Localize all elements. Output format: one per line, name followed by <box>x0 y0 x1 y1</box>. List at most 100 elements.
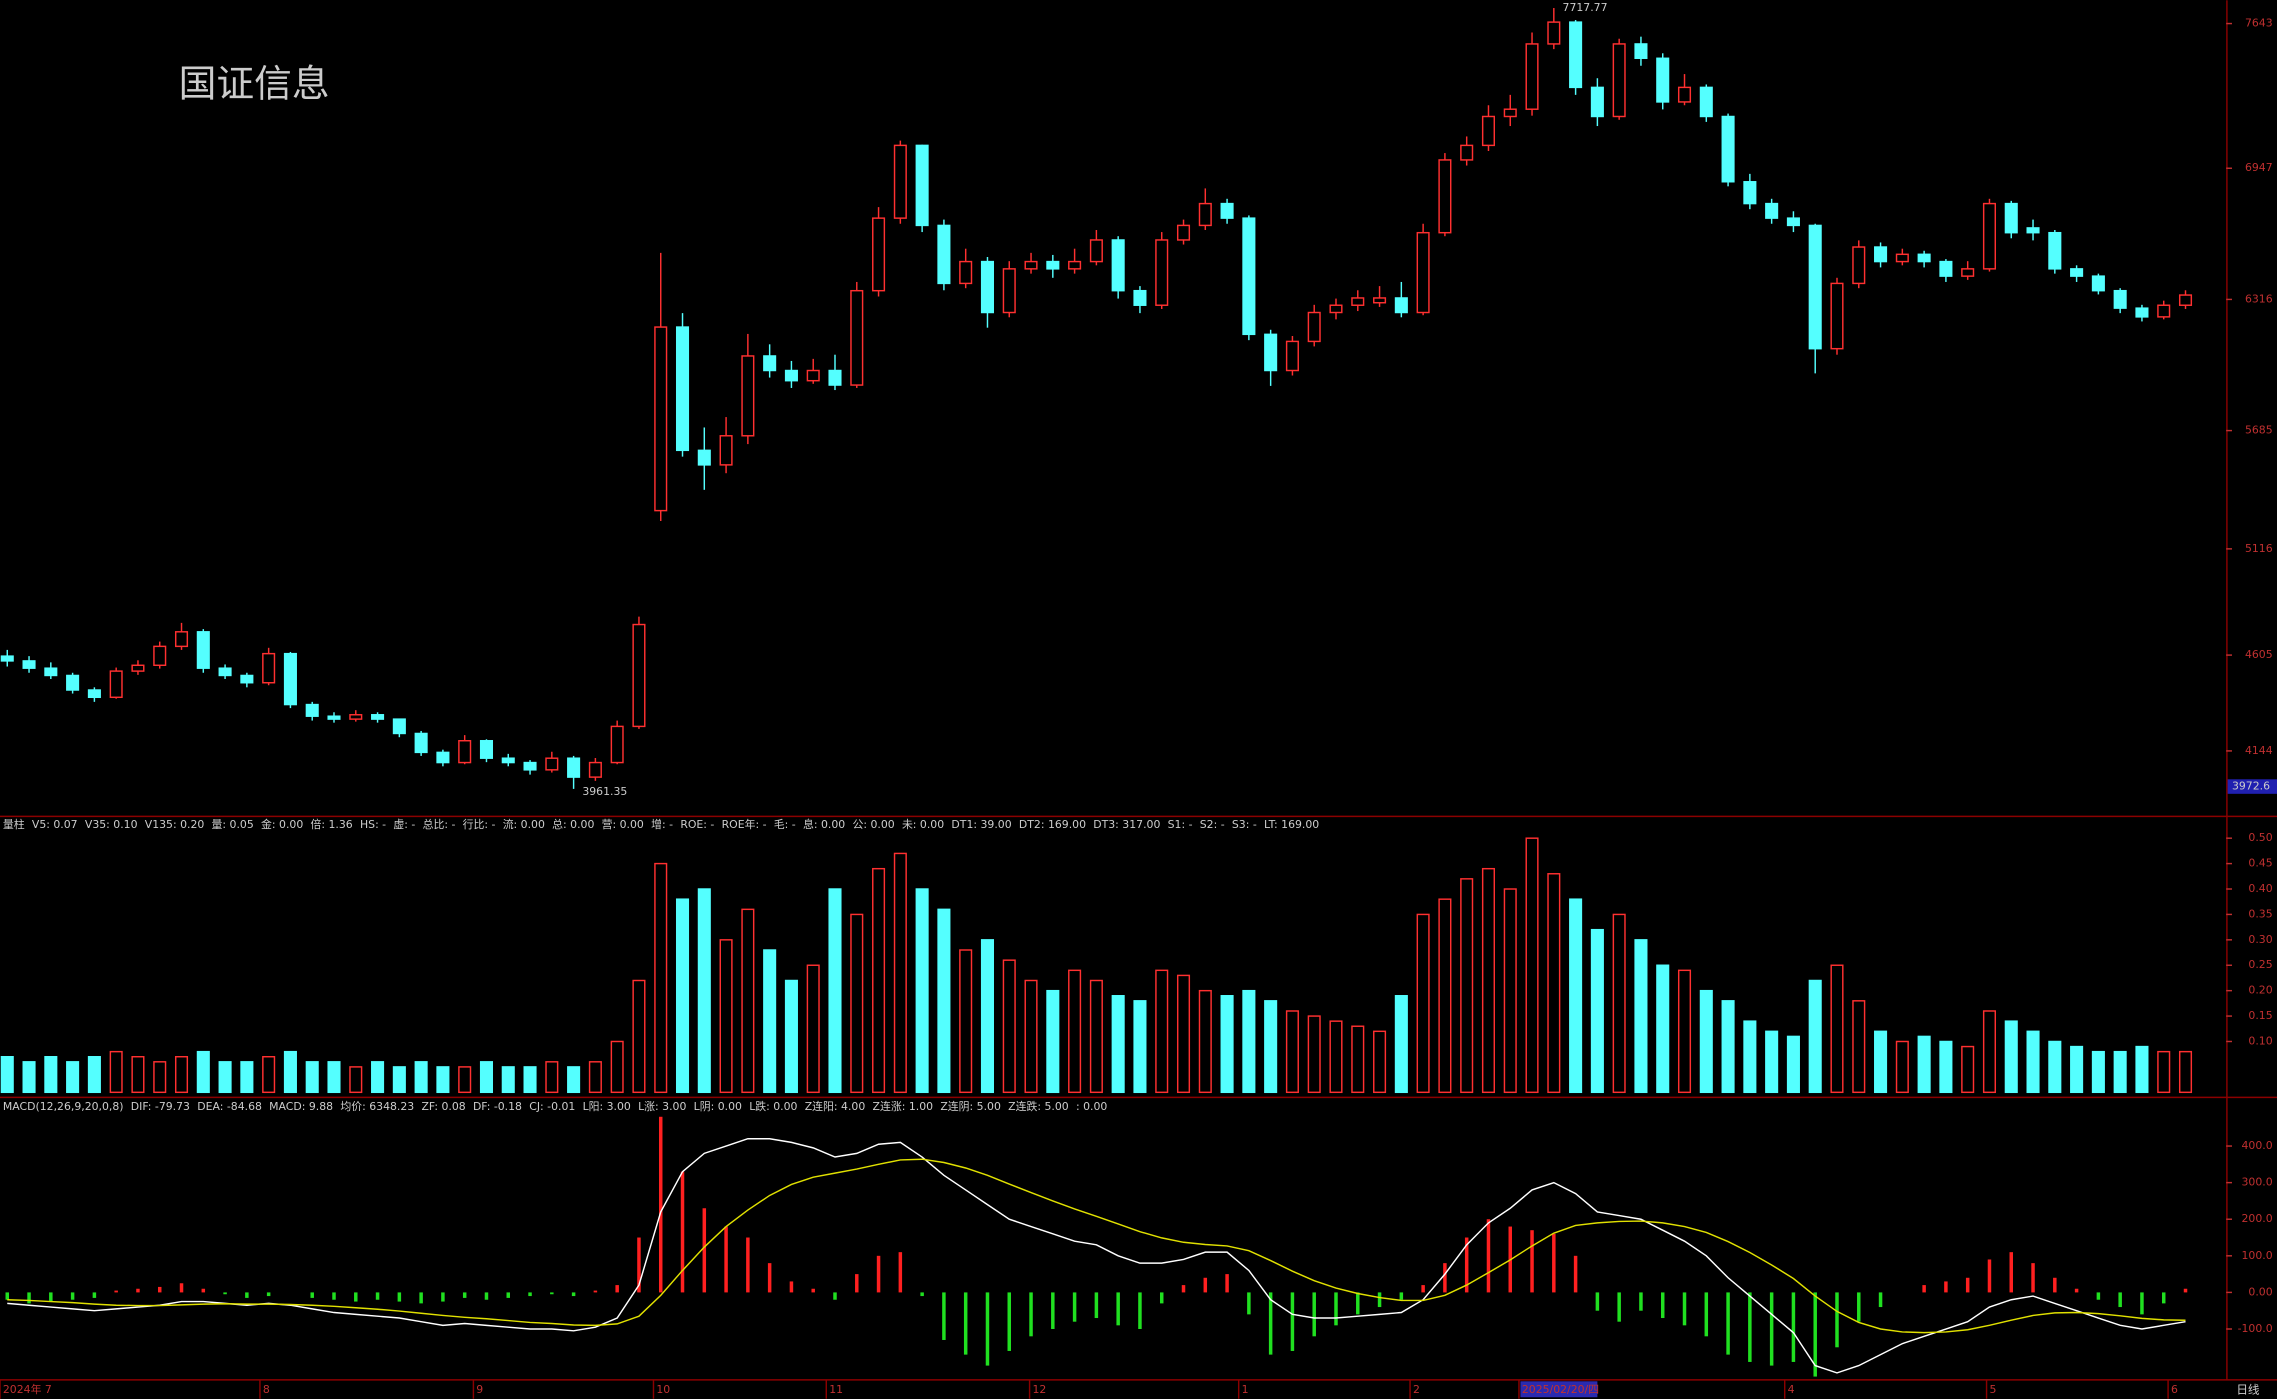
y-tick-label: 6947 <box>2245 161 2273 174</box>
volume-bar <box>1721 1000 1735 1094</box>
volume-bar <box>392 1066 406 1094</box>
indicator-header: 均价: 6348.23 <box>340 1100 414 1113</box>
volume-bar <box>850 913 864 1094</box>
volume-bar <box>479 1061 494 1094</box>
macd-bar <box>114 1290 118 1293</box>
volume-bar <box>588 1061 602 1094</box>
current-price-label: 3972.6 <box>2232 780 2270 793</box>
candle-body <box>436 751 450 764</box>
volume-bar <box>806 964 820 1094</box>
volume-bar <box>240 1061 254 1094</box>
macd-bar <box>1639 1292 1643 1311</box>
indicator-header: Z连阴: 5.00 <box>940 1100 1001 1113</box>
volume-bar <box>719 939 733 1094</box>
volume-bar <box>1176 974 1191 1094</box>
indicator-header: 未: 0.00 <box>902 818 944 831</box>
indicator-header: DT1: 39.00 <box>951 818 1011 831</box>
volume-bar <box>1874 1030 1888 1094</box>
candle-body <box>2135 307 2149 318</box>
macd-bar <box>2031 1263 2035 1293</box>
macd-bar <box>1290 1292 1295 1351</box>
candle-body <box>1939 260 1953 277</box>
volume-bar <box>22 1061 36 1094</box>
macd-bar <box>1247 1292 1251 1315</box>
macd-bar <box>876 1255 881 1293</box>
macd-bar <box>593 1290 598 1293</box>
candle-body <box>1111 239 1125 292</box>
volume-bar <box>131 1056 145 1094</box>
indicator-header: : 0.00 <box>1076 1100 1107 1113</box>
y-tick-label: 4605 <box>2245 648 2273 661</box>
indicator-header: 量柱 <box>3 817 25 831</box>
y-tick-label: 6316 <box>2245 292 2273 305</box>
candle-body <box>1089 239 1103 263</box>
volume-bar <box>196 1050 210 1094</box>
candle-body <box>0 655 14 662</box>
volume-bar <box>349 1066 363 1094</box>
macd-bar <box>920 1292 924 1297</box>
volume-bar <box>675 898 690 1094</box>
volume-bar <box>1024 979 1038 1094</box>
candle-body <box>1699 86 1713 118</box>
candle-body <box>1612 43 1626 118</box>
indicator-header: 毛: - <box>774 818 796 831</box>
indicator-header: Z连跌: 5.00 <box>1008 1099 1069 1113</box>
candle-body <box>893 144 907 219</box>
volume-bar <box>1699 989 1713 1094</box>
macd-bar <box>419 1292 423 1304</box>
macd-bar <box>1682 1292 1687 1326</box>
macd-bar <box>1617 1292 1621 1322</box>
macd-bar <box>1791 1292 1796 1362</box>
volume-bar <box>1590 928 1604 1094</box>
volume-bar <box>1634 939 1648 1094</box>
volume-bar <box>1111 995 1125 1094</box>
volume-bar <box>1677 969 1692 1094</box>
macd-bar <box>1944 1281 1948 1293</box>
min-annotation: 3961.35 <box>582 785 627 798</box>
y-tick-label: 5116 <box>2245 542 2273 555</box>
date-highlight <box>1520 1381 1598 1398</box>
volume-bar <box>1285 1010 1299 1094</box>
macd-bar <box>1399 1292 1404 1300</box>
volume-bar <box>872 867 886 1094</box>
chart-title: 国证信息 <box>179 61 330 105</box>
macd-bar <box>70 1292 75 1300</box>
indicator-header: S2: - <box>1200 818 1225 831</box>
candle-body <box>545 757 559 771</box>
indicator-header: ZF: 0.08 <box>421 1100 465 1113</box>
candle-body <box>1176 224 1191 241</box>
candle-body <box>1307 311 1321 343</box>
macd-bar <box>1051 1292 1055 1330</box>
macd-bar <box>5 1292 10 1300</box>
candle-body <box>44 667 58 677</box>
x-tick-label: 1 <box>1242 1383 1249 1396</box>
indicator-header: V135: 0.20 <box>145 818 205 831</box>
candle-body <box>1416 231 1430 314</box>
candle-body <box>828 369 842 386</box>
macd-bar <box>1072 1292 1077 1322</box>
candle-body <box>937 224 951 285</box>
macd-bar <box>223 1292 227 1295</box>
candle-body <box>218 667 232 677</box>
volume-bar <box>305 1061 319 1094</box>
indicator-header: V5: 0.07 <box>32 818 78 831</box>
indicator-header: S1: - <box>1168 818 1193 831</box>
y-tick-label: 0.50 <box>2248 831 2272 844</box>
volume-bar <box>784 979 798 1094</box>
volume-bar <box>1155 969 1169 1094</box>
y-tick-label: 0.45 <box>2248 857 2272 870</box>
candle-body <box>1394 297 1408 314</box>
macd-bar <box>1116 1292 1120 1326</box>
volume-bar <box>654 862 668 1094</box>
candle-body <box>2157 304 2171 318</box>
x-tick-label: 11 <box>829 1383 843 1396</box>
candle-body <box>1024 260 1038 270</box>
macd-bar <box>1704 1292 1709 1337</box>
candle-body <box>2091 275 2105 292</box>
macd-bar <box>1835 1292 1839 1348</box>
candle-body <box>1155 239 1169 306</box>
candle-body <box>959 260 973 285</box>
macd-bar <box>1464 1237 1469 1293</box>
x-tick-label: 2024年 7 <box>3 1382 52 1396</box>
macd-bar <box>1421 1285 1425 1293</box>
